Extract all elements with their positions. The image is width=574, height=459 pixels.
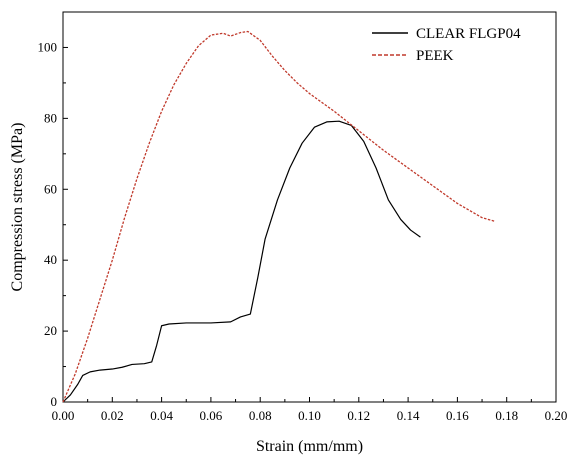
x-tick-label: 0.20 [545,408,568,423]
series-line-peek [62,30,495,403]
x-tick-label: 0.14 [397,408,420,423]
y-tick-label: 40 [44,252,57,267]
x-tick-label: 0.10 [298,408,321,423]
axes-layer: 0.00 0.02 0.04 0.06 0.08 0.10 0.12 0.14 0.16 0.18… [38,11,568,423]
series-layer [62,30,495,403]
x-tick-label: 0.12 [347,408,370,423]
x-tick-label: 0.08 [249,408,272,423]
x-tick-label: 0.04 [150,408,173,423]
legend-layer: CLEAR FLGP04 PEEK [372,26,521,64]
x-tick-label: 0.06 [200,408,223,423]
y-tick-label: 100 [38,39,58,54]
x-tick-label: 0.00 [52,408,75,423]
plot-frame [62,11,557,403]
y-tick-label: 60 [44,181,57,196]
y-tick-label: 80 [44,110,57,125]
y-axis-title: Compression stress (MPa) [9,123,26,292]
y-tick-label: 20 [44,323,57,338]
legend-label: PEEK [416,48,454,64]
x-axis-title: Strain (mm/mm) [256,438,363,455]
x-tick-label: 0.16 [446,408,469,423]
legend-label: CLEAR FLGP04 [416,26,521,42]
series-line-clear-flgp04 [62,120,421,403]
x-tick-label: 0.02 [101,408,124,423]
x-tick-label: 0.18 [495,408,518,423]
y-tick-label: 0 [51,394,58,409]
